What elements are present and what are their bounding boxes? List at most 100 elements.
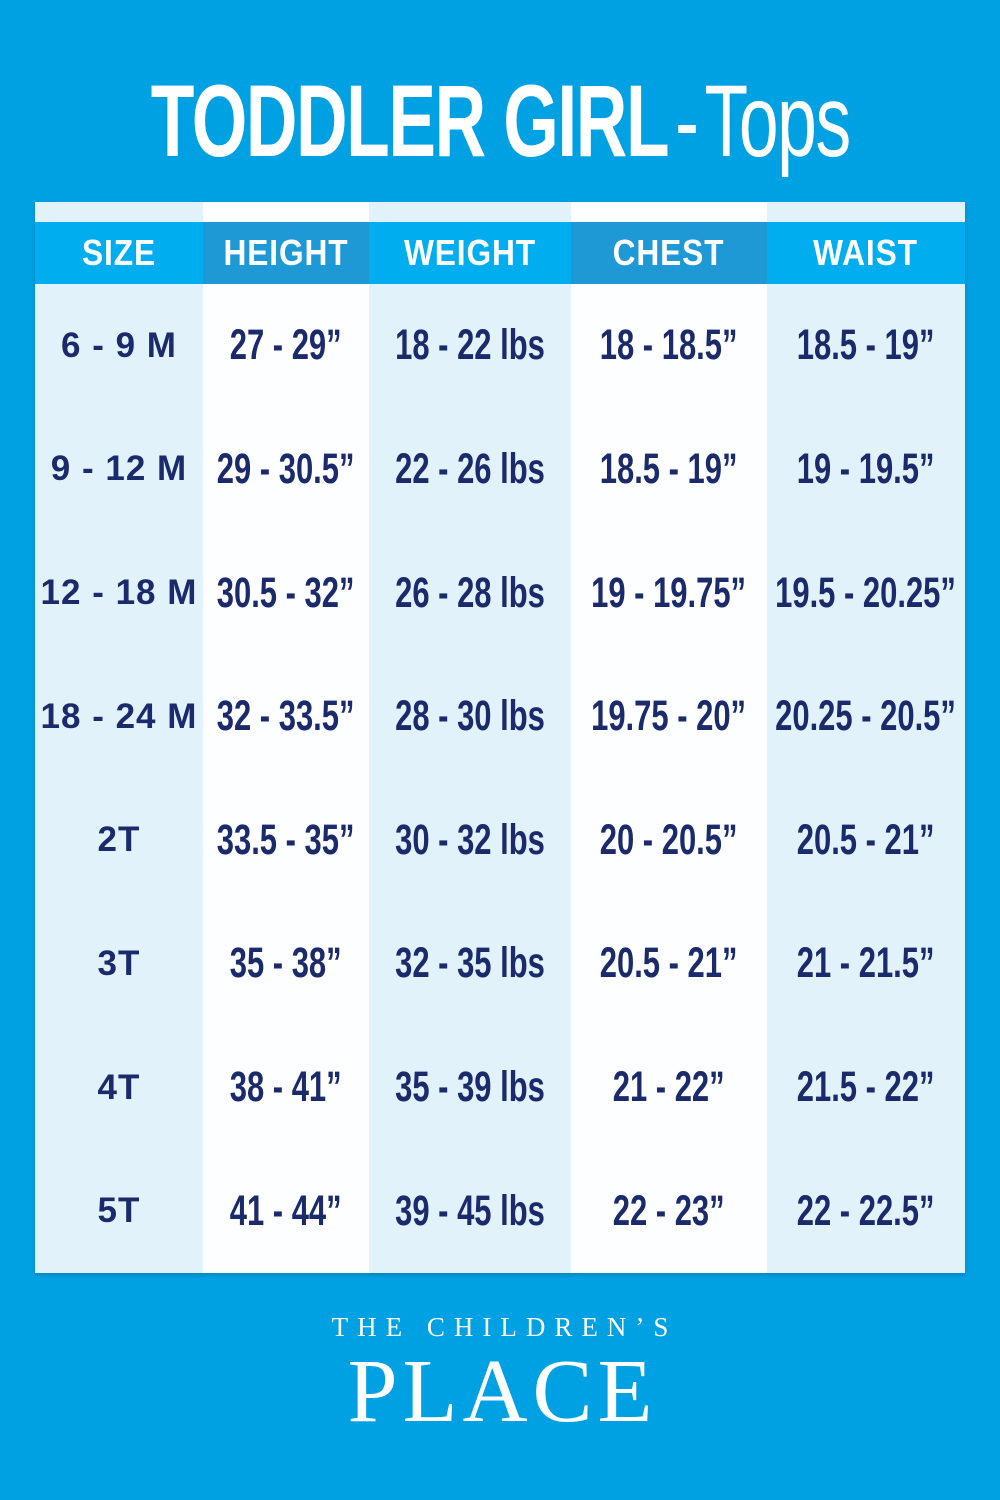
column-strip-height <box>202 202 369 222</box>
column-strip-weight <box>368 202 571 222</box>
weight-value: 28 - 30 lbs <box>395 692 545 741</box>
column-strip-chest <box>570 202 767 222</box>
height-value: 29 - 30.5” <box>217 444 355 493</box>
size-value: 2T <box>97 820 141 860</box>
waist-value: 21 - 21.5” <box>797 939 935 988</box>
cell-chest: 21 - 22” <box>570 1025 767 1150</box>
column-strip-waist <box>766 202 965 222</box>
col-header-chest-label: CHEST <box>613 232 725 273</box>
cell-height: 35 - 38” <box>202 902 369 1026</box>
cell-size: 9 - 12 M <box>35 407 203 532</box>
cell-waist: 19.5 - 20.25” <box>766 531 965 655</box>
cell-size: 2T <box>35 778 203 903</box>
cell-height: 41 - 44” <box>202 1149 369 1273</box>
chest-value: 20 - 20.5” <box>600 815 738 864</box>
cell-chest: 19 - 19.75” <box>570 531 767 655</box>
waist-value: 21.5 - 22” <box>797 1063 935 1112</box>
waist-value: 19.5 - 20.25” <box>775 568 957 617</box>
brand-line2: PLACE <box>347 1342 658 1441</box>
cell-size: 18 - 24 M <box>35 654 203 779</box>
cell-chest: 22 - 23” <box>570 1149 767 1273</box>
cell-chest: 20.5 - 21” <box>570 902 767 1026</box>
cell-weight: 39 - 45 lbs <box>368 1149 571 1273</box>
height-value: 33.5 - 35” <box>217 815 355 864</box>
height-value: 27 - 29” <box>230 321 342 370</box>
cell-waist: 19 - 19.5” <box>766 407 965 532</box>
weight-value: 35 - 39 lbs <box>395 1063 545 1112</box>
cell-weight: 32 - 35 lbs <box>368 902 571 1026</box>
cell-chest: 20 - 20.5” <box>570 778 767 903</box>
chest-value: 18 - 18.5” <box>600 321 738 370</box>
title-main: TODDLER GIRL <box>150 64 670 178</box>
height-value: 38 - 41” <box>230 1063 342 1112</box>
chest-value: 19.75 - 20” <box>591 692 747 741</box>
cell-size: 5T <box>35 1149 203 1273</box>
chest-value: 19 - 19.75” <box>591 568 747 617</box>
col-header-height-label: HEIGHT <box>223 232 349 273</box>
waist-value: 19 - 19.5” <box>797 444 935 493</box>
cell-weight: 22 - 26 lbs <box>368 407 571 532</box>
size-value: 4T <box>97 1067 141 1107</box>
waist-value: 22 - 22.5” <box>797 1186 935 1235</box>
column-strip-size <box>35 202 203 222</box>
cell-waist: 21.5 - 22” <box>766 1025 965 1150</box>
weight-value: 26 - 28 lbs <box>395 568 545 617</box>
col-header-weight-label: WEIGHT <box>403 232 536 273</box>
title-category: Tops <box>704 64 851 178</box>
cell-waist: 22 - 22.5” <box>766 1149 965 1273</box>
cell-weight: 35 - 39 lbs <box>368 1025 571 1150</box>
brand-line1: THE CHILDREN’S <box>331 1312 678 1342</box>
cell-weight: 18 - 22 lbs <box>368 284 571 408</box>
cell-waist: 20.25 - 20.5” <box>766 654 965 779</box>
col-header-size: SIZE <box>35 222 203 284</box>
size-value: 9 - 12 M <box>50 449 188 489</box>
cell-weight: 30 - 32 lbs <box>368 778 571 903</box>
cell-waist: 18.5 - 19” <box>766 284 965 408</box>
weight-value: 30 - 32 lbs <box>395 815 545 864</box>
cell-waist: 21 - 21.5” <box>766 902 965 1026</box>
size-value: 6 - 9 M <box>61 325 177 365</box>
col-header-size-label: SIZE <box>82 232 156 273</box>
height-value: 35 - 38” <box>230 939 342 988</box>
cell-chest: 18.5 - 19” <box>570 407 767 532</box>
cell-height: 27 - 29” <box>202 284 369 408</box>
page-title: TODDLER GIRL-Tops <box>0 67 1000 175</box>
cell-height: 29 - 30.5” <box>202 407 369 532</box>
size-value: 5T <box>97 1191 141 1231</box>
size-value: 18 - 24 M <box>40 696 198 736</box>
chest-value: 21 - 22” <box>613 1063 725 1112</box>
cell-height: 33.5 - 35” <box>202 778 369 903</box>
col-header-weight: WEIGHT <box>368 222 571 284</box>
cell-height: 32 - 33.5” <box>202 654 369 779</box>
height-value: 32 - 33.5” <box>217 692 355 741</box>
cell-weight: 28 - 30 lbs <box>368 654 571 779</box>
height-value: 30.5 - 32” <box>217 568 355 617</box>
size-value: 12 - 18 M <box>40 573 198 613</box>
title-dash: - <box>674 64 699 178</box>
cell-weight: 26 - 28 lbs <box>368 531 571 655</box>
cell-chest: 19.75 - 20” <box>570 654 767 779</box>
cell-chest: 18 - 18.5” <box>570 284 767 408</box>
col-header-waist: WAIST <box>766 222 965 284</box>
cell-waist: 20.5 - 21” <box>766 778 965 903</box>
cell-size: 12 - 18 M <box>35 531 203 655</box>
brand-logo: THE CHILDREN’S PLACE <box>0 1312 1000 1437</box>
waist-value: 20.25 - 20.5” <box>775 692 957 741</box>
waist-value: 18.5 - 19” <box>797 321 935 370</box>
cell-size: 4T <box>35 1025 203 1150</box>
size-value: 3T <box>97 943 141 983</box>
cell-height: 38 - 41” <box>202 1025 369 1150</box>
chest-value: 22 - 23” <box>613 1186 725 1235</box>
cell-size: 6 - 9 M <box>35 284 203 408</box>
col-header-waist-label: WAIST <box>813 232 919 273</box>
col-header-chest: CHEST <box>570 222 767 284</box>
chest-value: 20.5 - 21” <box>600 939 738 988</box>
weight-value: 32 - 35 lbs <box>395 939 545 988</box>
cell-size: 3T <box>35 902 203 1026</box>
size-chart-table: SIZE HEIGHT WEIGHT CHEST WAIST 6 - 9 M 2… <box>35 202 965 1273</box>
cell-height: 30.5 - 32” <box>202 531 369 655</box>
height-value: 41 - 44” <box>230 1186 342 1235</box>
chest-value: 18.5 - 19” <box>600 444 738 493</box>
weight-value: 18 - 22 lbs <box>395 321 545 370</box>
waist-value: 20.5 - 21” <box>797 815 935 864</box>
